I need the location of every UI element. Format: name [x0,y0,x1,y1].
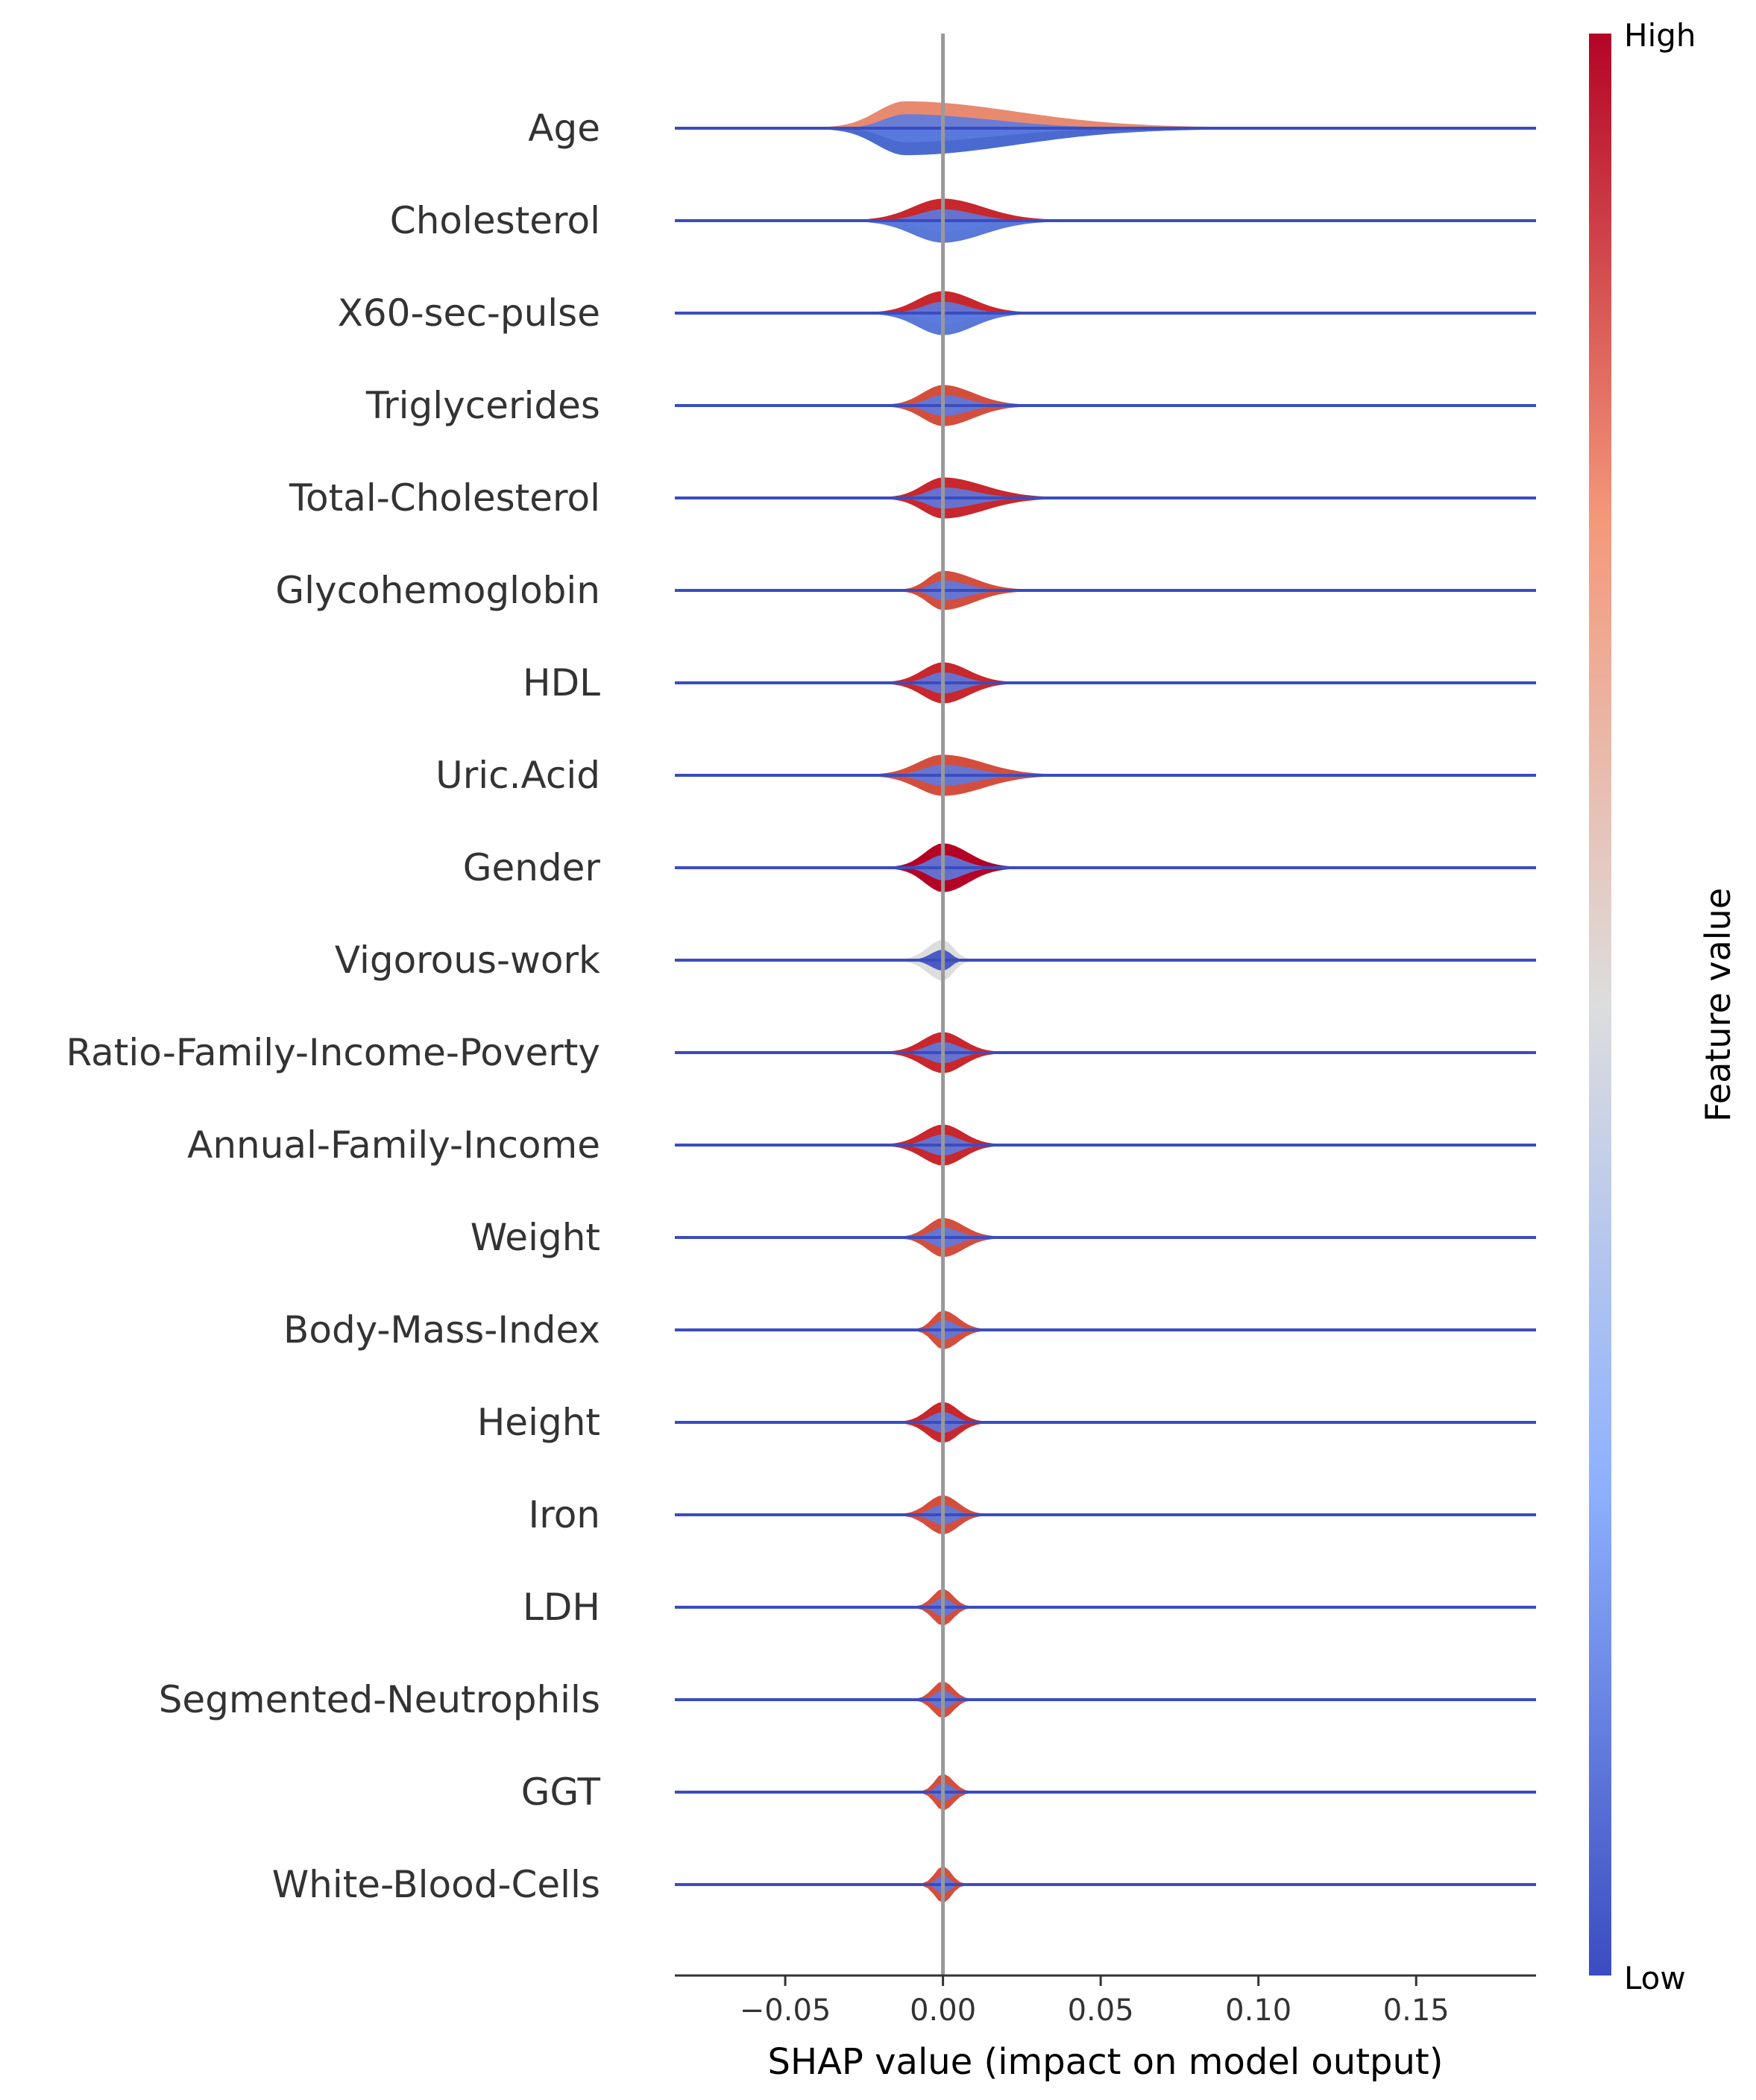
violin-lower-half [675,590,1536,611]
violin-lower-half [675,1792,1536,1811]
violin-upper-half [675,1401,1536,1422]
violin-upper-half [675,101,1536,128]
violin-white-blood-cells [675,1866,1536,1903]
feature-label: Vigorous-work [335,939,600,982]
violin-lower-half [675,1145,1536,1166]
feature-label: HDL [523,661,600,704]
colorbar-high-label: High [1624,17,1696,54]
violin-cholesterol [675,198,1536,243]
violins-layer [675,101,1536,1903]
violin-upper-half [675,662,1536,683]
violin-age [675,101,1536,156]
colorbar-title: Feature value [1698,888,1738,1122]
feature-label: X60-sec-pulse [338,291,600,335]
feature-label: Height [477,1401,600,1444]
violin-lower-half [675,221,1536,243]
violin-lower-half [675,1700,1536,1718]
violin-gender [675,843,1536,892]
colorbar-gradient [1589,34,1611,1976]
feature-label: Uric.Acid [435,754,600,797]
violin-lower-half [675,683,1536,704]
violin-lower-half [675,1422,1536,1443]
violin-ratio-family-income-poverty [675,1032,1536,1073]
x-tick-label: 0.15 [1383,1993,1450,2028]
violin-triglycerides [675,385,1536,426]
violin-upper-half [675,1866,1536,1885]
violin-annual-family-income [675,1124,1536,1166]
violin-upper-half [675,1495,1536,1515]
violin-uric-acid [675,754,1536,796]
violin-upper-half [675,1124,1536,1145]
colorbar: High Low Feature value [1589,17,1738,1996]
violin-upper-half [675,754,1536,775]
feature-label: Triglycerides [365,384,600,427]
feature-label: Gender [463,846,601,889]
violin-ldh [675,1589,1536,1626]
feature-label: GGT [521,1771,601,1814]
violin-upper-half [675,1310,1536,1330]
violin-lower-half [675,128,1536,156]
x-tick-label: 0.10 [1225,1993,1291,2028]
feature-label: Iron [529,1493,600,1536]
violin-lower-half [675,960,1536,981]
feature-label: LDH [523,1586,600,1629]
violin-lower-half [675,1885,1536,1903]
violin-upper-half [675,1217,1536,1237]
violin-segmented-neutrophils [675,1681,1536,1718]
violin-lower-half [675,775,1536,796]
violin-lower-half [675,406,1536,426]
violin-upper-half [675,939,1536,960]
violin-lower-half [675,1607,1536,1626]
violin-lower-half [675,868,1536,892]
feature-label: Segmented-Neutrophils [159,1678,600,1721]
x-axis: −0.05 0.00 0.05 0.10 0.15 [675,1974,1536,2028]
feature-label: White-Blood-Cells [272,1863,600,1906]
colorbar-low-label: Low [1624,1960,1686,1996]
feature-label: Age [528,107,600,150]
feature-label: Ratio-Family-Income-Poverty [66,1031,600,1074]
violin-upper-half [675,1773,1536,1792]
violin-upper-half [675,291,1536,313]
violin-lower-half [675,498,1536,519]
violin-ggt [675,1773,1536,1811]
violin-iron [675,1495,1536,1535]
violin-upper-half [675,1589,1536,1607]
violin-lower-half [675,1053,1536,1073]
violin-hdl [675,662,1536,704]
violin-upper-half [675,1032,1536,1053]
feature-labels: Age Cholesterol X60-sec-pulse Triglycerides… [66,107,601,1906]
violin-x60-sec-pulse [675,291,1536,335]
violin-upper-half [675,1681,1536,1700]
feature-label: Total-Cholesterol [289,476,600,520]
violin-lower-half [675,313,1536,335]
feature-label: Cholesterol [390,199,600,242]
x-axis-title: SHAP value (impact on model output) [768,2041,1444,2083]
violin-upper-half [675,477,1536,498]
violin-lower-half [675,1515,1536,1535]
violin-total-cholesterol [675,477,1536,519]
violin-body-mass-index [675,1310,1536,1350]
x-tick-label: −0.05 [740,1993,831,2028]
violin-glycohemoglobin [675,570,1536,611]
x-tick-label: 0.00 [910,1993,976,2028]
feature-label: Annual-Family-Income [187,1123,600,1167]
feature-label: Glycohemoglobin [275,569,600,612]
violin-lower-half [675,1330,1536,1350]
violin-lower-half [675,1237,1536,1258]
violin-weight [675,1217,1536,1258]
feature-label: Weight [471,1216,600,1259]
violin-height [675,1401,1536,1443]
violin-upper-half [675,385,1536,406]
x-tick-label: 0.05 [1068,1993,1134,2028]
feature-label: Body-Mass-Index [283,1308,600,1352]
violin-upper-half [675,843,1536,868]
violin-upper-half [675,570,1536,590]
violin-vigorous-work [675,939,1536,981]
violin-upper-half [675,198,1536,221]
